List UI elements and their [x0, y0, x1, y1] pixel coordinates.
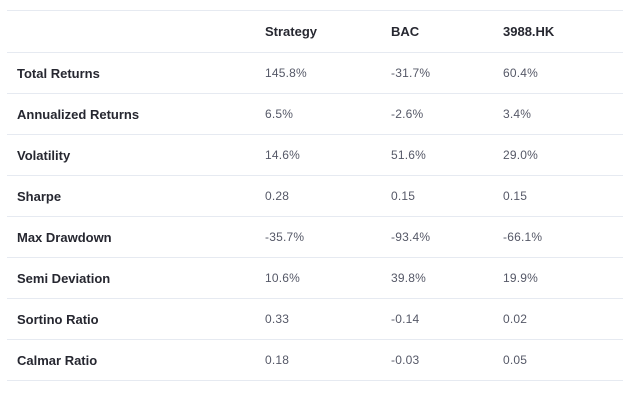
row-label-calmar-ratio: Calmar Ratio	[7, 339, 255, 381]
column-header-3988hk[interactable]: 3988.HK	[493, 10, 623, 53]
cell-bac: -2.6%	[381, 93, 493, 135]
table-row: Sharpe 0.28 0.15 0.15	[7, 175, 623, 217]
column-header-strategy[interactable]: Strategy	[255, 10, 381, 53]
cell-bac: -93.4%	[381, 216, 493, 258]
cell-3988hk: -66.1%	[493, 216, 623, 258]
cell-3988hk: 0.05	[493, 339, 623, 381]
cell-strategy: 10.6%	[255, 257, 381, 299]
cell-strategy: 0.33	[255, 298, 381, 340]
cell-strategy: 0.28	[255, 175, 381, 217]
row-label-sortino-ratio: Sortino Ratio	[7, 298, 255, 340]
cell-3988hk: 19.9%	[493, 257, 623, 299]
table-row: Total Returns 145.8% -31.7% 60.4%	[7, 52, 623, 94]
row-label-max-drawdown: Max Drawdown	[7, 216, 255, 258]
column-header-bac[interactable]: BAC	[381, 10, 493, 53]
table-body: Total Returns 145.8% -31.7% 60.4% Annual…	[7, 52, 623, 381]
cell-strategy: 6.5%	[255, 93, 381, 135]
cell-bac: 0.15	[381, 175, 493, 217]
table-row: Semi Deviation 10.6% 39.8% 19.9%	[7, 257, 623, 299]
header-corner	[7, 10, 255, 53]
cell-3988hk: 0.02	[493, 298, 623, 340]
cell-strategy: 145.8%	[255, 52, 381, 94]
performance-metrics-table: Strategy BAC 3988.HK Total Returns 145.8…	[7, 10, 623, 381]
table-row: Max Drawdown -35.7% -93.4% -66.1%	[7, 216, 623, 258]
cell-strategy: -35.7%	[255, 216, 381, 258]
table-row: Volatility 14.6% 51.6% 29.0%	[7, 134, 623, 176]
row-label-annualized-returns: Annualized Returns	[7, 93, 255, 135]
cell-bac: -0.03	[381, 339, 493, 381]
cell-3988hk: 29.0%	[493, 134, 623, 176]
cell-strategy: 0.18	[255, 339, 381, 381]
cell-3988hk: 0.15	[493, 175, 623, 217]
metrics-table-container: Strategy BAC 3988.HK Total Returns 145.8…	[7, 10, 623, 381]
cell-bac: -0.14	[381, 298, 493, 340]
row-label-sharpe: Sharpe	[7, 175, 255, 217]
cell-3988hk: 3.4%	[493, 93, 623, 135]
table-row: Sortino Ratio 0.33 -0.14 0.02	[7, 298, 623, 340]
table-row: Calmar Ratio 0.18 -0.03 0.05	[7, 339, 623, 381]
cell-bac: 39.8%	[381, 257, 493, 299]
cell-bac: -31.7%	[381, 52, 493, 94]
table-row: Annualized Returns 6.5% -2.6% 3.4%	[7, 93, 623, 135]
row-label-volatility: Volatility	[7, 134, 255, 176]
row-label-semi-deviation: Semi Deviation	[7, 257, 255, 299]
cell-strategy: 14.6%	[255, 134, 381, 176]
row-label-total-returns: Total Returns	[7, 52, 255, 94]
table-header: Strategy BAC 3988.HK	[7, 10, 623, 53]
header-row: Strategy BAC 3988.HK	[7, 10, 623, 53]
cell-bac: 51.6%	[381, 134, 493, 176]
cell-3988hk: 60.4%	[493, 52, 623, 94]
